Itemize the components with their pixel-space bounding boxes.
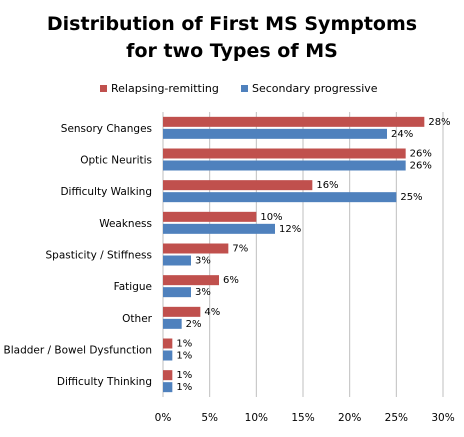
category-label: Sensory Changes <box>61 123 152 135</box>
bar <box>163 116 425 127</box>
bar <box>163 243 229 254</box>
category-label: Bladder / Bowel Dysfunction <box>4 345 152 357</box>
category-label: Weakness <box>99 218 152 230</box>
chart-title: Distribution of First MS Symptoms for tw… <box>47 13 417 62</box>
data-labels: 28%24%26%26%16%25%10%12%7%3%6%3%4%2%1%1%… <box>176 117 450 393</box>
legend-swatch-relapsing-remitting <box>100 85 107 92</box>
category-label: Spasticity / Stiffness <box>46 250 153 262</box>
data-label: 3% <box>195 256 211 267</box>
data-label: 6% <box>223 275 239 286</box>
bar <box>163 148 406 159</box>
bar <box>163 160 406 171</box>
data-label: 1% <box>176 382 192 393</box>
data-label: 28% <box>428 117 450 128</box>
category-labels: Sensory Changes Optic Neuritis Difficulty … <box>4 123 153 388</box>
x-axis-tick-labels: 0% 5% 10% 15% 20% 25% 30% <box>155 412 455 424</box>
bar <box>163 128 387 139</box>
data-label: 26% <box>410 149 432 160</box>
x-tick-label: 5% <box>201 412 218 424</box>
data-label: 12% <box>279 224 301 235</box>
bar <box>163 255 191 266</box>
chart-title-line-1: Distribution of First MS Symptoms <box>47 13 417 35</box>
x-tick-label: 25% <box>385 412 408 424</box>
legend-label-secondary-progressive: Secondary progressive <box>252 82 378 95</box>
x-tick-label: 0% <box>155 412 172 424</box>
x-tick-label: 10% <box>245 412 268 424</box>
data-label: 25% <box>400 192 422 203</box>
data-label: 4% <box>204 307 220 318</box>
data-label: 2% <box>186 319 202 330</box>
x-tick-label: 15% <box>291 412 314 424</box>
gridlines <box>162 112 444 397</box>
bar <box>163 338 173 349</box>
bar <box>163 370 173 381</box>
legend-label-relapsing-remitting: Relapsing-remitting <box>111 82 219 95</box>
data-label: 1% <box>176 370 192 381</box>
x-tick-label: 20% <box>338 412 361 424</box>
data-label: 16% <box>316 180 338 191</box>
bar <box>163 306 201 317</box>
bar <box>163 192 397 203</box>
data-label: 3% <box>195 287 211 298</box>
category-label: Other <box>122 313 152 325</box>
bars <box>163 116 425 393</box>
data-label: 1% <box>176 351 192 362</box>
legend: Relapsing-remitting Secondary progressiv… <box>100 82 378 95</box>
data-label: 26% <box>410 161 432 172</box>
data-label: 7% <box>232 244 248 255</box>
bar <box>163 211 257 222</box>
x-tick-label: 30% <box>431 412 454 424</box>
data-label: 1% <box>176 339 192 350</box>
bar <box>163 275 219 286</box>
category-label: Optic Neuritis <box>80 155 152 167</box>
chart-title-line-2: for two Types of MS <box>126 40 338 62</box>
data-label: 10% <box>260 212 282 223</box>
category-label: Difficulty Walking <box>60 186 152 198</box>
legend-swatch-secondary-progressive <box>241 85 248 92</box>
bar <box>163 287 191 298</box>
bar <box>163 180 313 191</box>
bar <box>163 318 182 329</box>
bar <box>163 382 173 393</box>
bar <box>163 350 173 361</box>
data-label: 24% <box>391 129 413 140</box>
category-label: Difficulty Thinking <box>57 376 152 388</box>
category-label: Fatigue <box>114 281 152 293</box>
bar <box>163 223 275 234</box>
